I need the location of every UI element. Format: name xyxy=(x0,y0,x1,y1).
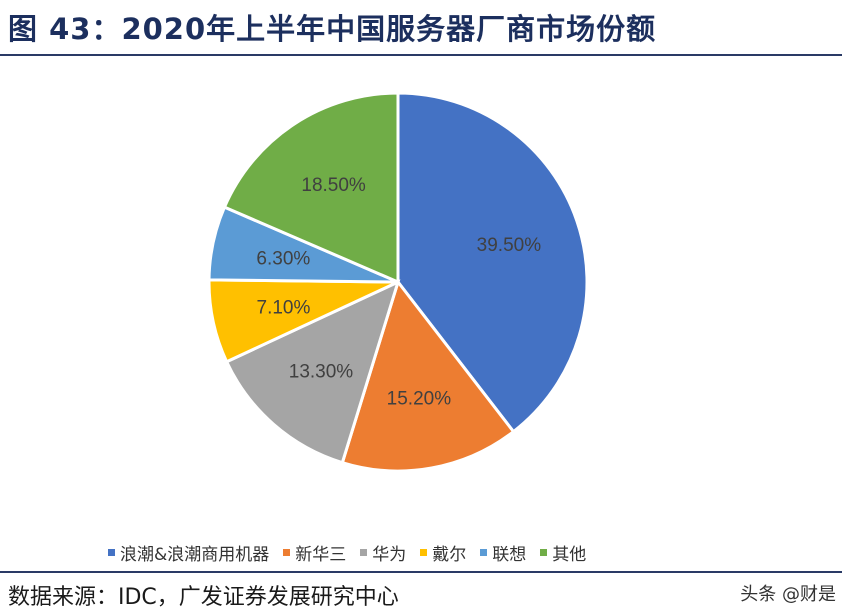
slice-label-3: 13.30% xyxy=(289,361,354,382)
legend-label-4: 戴尔 xyxy=(432,545,467,565)
legend-item-1: 浪潮&浪潮商用机器 xyxy=(108,540,269,565)
chart-legend: 浪潮&浪潮商用机器 新华三 华为 戴尔 联想 其他 xyxy=(108,540,600,565)
legend-swatch-5 xyxy=(480,549,488,556)
legend-label-3: 华为 xyxy=(372,545,407,565)
pie-chart: 39.50% 15.20% 13.30% 7.10% 6.30% 18.50% xyxy=(207,91,589,473)
slice-label-4: 7.10% xyxy=(257,298,311,319)
pie-slice-1 xyxy=(396,91,589,434)
legend-swatch-2 xyxy=(283,549,291,556)
legend-label-2: 新华三 xyxy=(295,545,347,565)
slice-label-2: 15.20% xyxy=(387,388,452,409)
source-note: 数据来源：IDC，广发证券发展研究中心 xyxy=(8,585,399,610)
legend-label-5: 联想 xyxy=(492,545,527,565)
legend-swatch-6 xyxy=(540,549,548,556)
legend-item-5: 联想 xyxy=(480,540,526,565)
figure-title: 图 43：2020年上半年中国服务器厂商市场份额 xyxy=(8,12,657,46)
legend-item-2: 新华三 xyxy=(283,540,346,565)
pie-slice-2 xyxy=(340,278,516,473)
pie-slice-3 xyxy=(224,279,401,465)
bottom-rule xyxy=(0,571,842,573)
legend-item-3: 华为 xyxy=(360,540,406,565)
slice-label-1: 39.50% xyxy=(477,235,542,256)
legend-label-6: 其他 xyxy=(552,545,587,565)
legend-label-1: 浪潮&浪潮商用机器 xyxy=(120,545,270,565)
watermark: 头条 @财是 xyxy=(740,584,836,605)
slice-label-5: 6.30% xyxy=(256,249,310,270)
legend-swatch-3 xyxy=(360,549,368,556)
top-rule xyxy=(0,54,842,56)
pie-slice-6 xyxy=(222,91,400,285)
legend-item-4: 戴尔 xyxy=(420,540,466,565)
slice-label-6: 18.50% xyxy=(301,175,366,196)
legend-swatch-1 xyxy=(108,549,115,556)
legend-item-6: 其他 xyxy=(540,540,586,565)
legend-swatch-4 xyxy=(420,549,428,556)
